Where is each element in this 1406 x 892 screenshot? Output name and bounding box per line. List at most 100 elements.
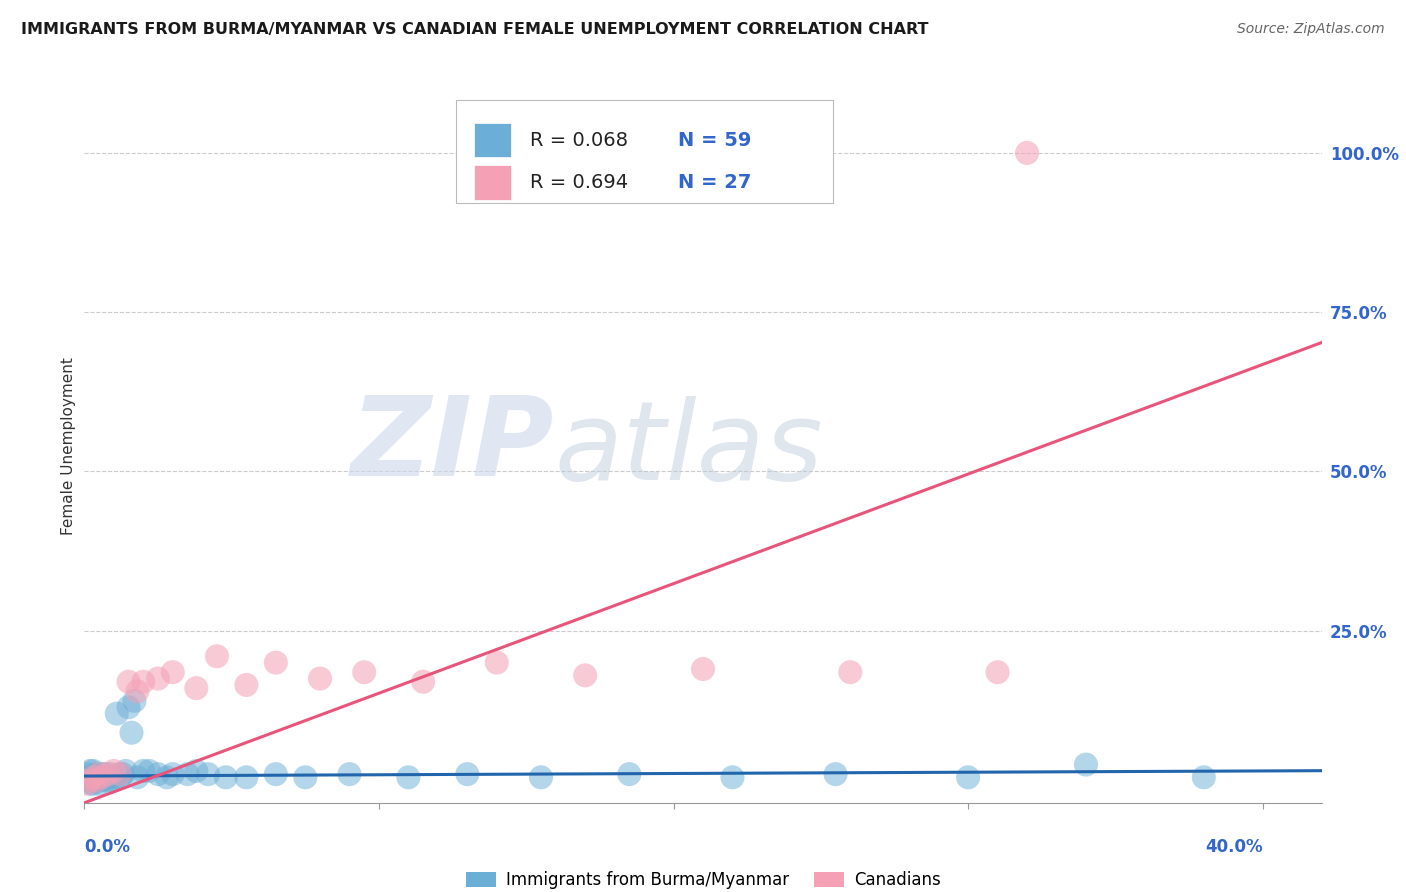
Point (692, 662, 714, 676)
Point (82, 770, 104, 784)
Point (957, 770, 980, 784)
Point (79, 777, 101, 791)
Point (103, 770, 125, 784)
Point (235, 770, 257, 784)
Point (127, 770, 149, 784)
Point (97, 770, 120, 784)
Point (82, 773, 104, 788)
Point (103, 773, 125, 788)
Point (339, 767, 361, 781)
Point (76, 777, 98, 791)
Point (530, 770, 553, 784)
Point (108, 770, 131, 784)
Point (79, 770, 101, 784)
Bar (474, 123, 512, 157)
Point (619, 767, 641, 781)
Point (186, 681, 208, 695)
Point (235, 678, 257, 692)
Point (162, 665, 184, 680)
Point (103, 764, 125, 778)
Point (94, 773, 117, 788)
Text: atlas: atlas (554, 396, 823, 503)
Point (353, 665, 375, 680)
Point (1074, 757, 1097, 772)
Point (156, 770, 179, 784)
Text: N = 27: N = 27 (678, 173, 752, 192)
Point (94, 770, 117, 784)
Point (485, 656, 508, 670)
Point (132, 674, 155, 689)
Point (76, 770, 98, 784)
Text: R = 0.068: R = 0.068 (530, 130, 628, 150)
Text: Source: ZipAtlas.com: Source: ZipAtlas.com (1237, 22, 1385, 37)
Point (100, 767, 122, 781)
Text: R = 0.694: R = 0.694 (530, 173, 628, 192)
Point (264, 767, 287, 781)
Point (79, 773, 101, 788)
Point (1015, 145, 1038, 160)
Point (87, 777, 110, 791)
Point (162, 767, 184, 781)
Point (91, 767, 114, 781)
Point (264, 656, 287, 670)
Point (127, 684, 149, 698)
Point (84, 773, 107, 788)
Point (396, 770, 419, 784)
FancyBboxPatch shape (456, 100, 832, 203)
Point (124, 694, 146, 708)
Point (97, 767, 120, 781)
Point (108, 767, 131, 781)
Point (146, 672, 169, 686)
Point (117, 700, 139, 714)
Point (87, 773, 110, 788)
Text: 0.0%: 0.0% (84, 838, 131, 855)
Point (108, 767, 131, 781)
Point (176, 767, 198, 781)
Point (294, 770, 316, 784)
Point (84, 773, 107, 788)
Point (309, 672, 332, 686)
Point (114, 764, 136, 778)
Point (91, 770, 114, 784)
Point (76, 767, 98, 781)
Point (97, 773, 120, 788)
Point (132, 764, 155, 778)
Bar (474, 165, 512, 200)
Text: N = 59: N = 59 (678, 130, 752, 150)
Point (197, 767, 219, 781)
Point (91, 770, 114, 784)
Point (87, 767, 110, 781)
Text: IMMIGRANTS FROM BURMA/MYANMAR VS CANADIAN FEMALE UNEMPLOYMENT CORRELATION CHART: IMMIGRANTS FROM BURMA/MYANMAR VS CANADIA… (21, 22, 928, 37)
Point (87, 770, 110, 784)
Point (105, 706, 128, 721)
Point (79, 764, 101, 778)
Point (111, 767, 134, 781)
Point (186, 764, 208, 778)
Legend: Immigrants from Burma/Myanmar, Canadians: Immigrants from Burma/Myanmar, Canadians (458, 864, 948, 892)
Point (82, 764, 104, 778)
Point (117, 674, 139, 689)
Point (412, 674, 434, 689)
Point (138, 764, 160, 778)
Y-axis label: Female Unemployment: Female Unemployment (60, 357, 76, 535)
Point (79, 773, 101, 788)
Point (84, 770, 107, 784)
Point (100, 770, 122, 784)
Point (456, 767, 478, 781)
Point (574, 668, 596, 682)
Point (82, 777, 104, 791)
Point (82, 770, 104, 784)
Point (1192, 770, 1215, 784)
Point (824, 767, 846, 781)
Point (121, 725, 143, 739)
Point (84, 767, 107, 781)
Point (987, 665, 1010, 680)
Text: 40.0%: 40.0% (1205, 838, 1263, 855)
Point (839, 665, 862, 680)
Point (721, 770, 744, 784)
Point (94, 767, 117, 781)
Point (76, 773, 98, 788)
Point (205, 649, 228, 664)
Point (146, 767, 169, 781)
Text: ZIP: ZIP (352, 392, 554, 500)
